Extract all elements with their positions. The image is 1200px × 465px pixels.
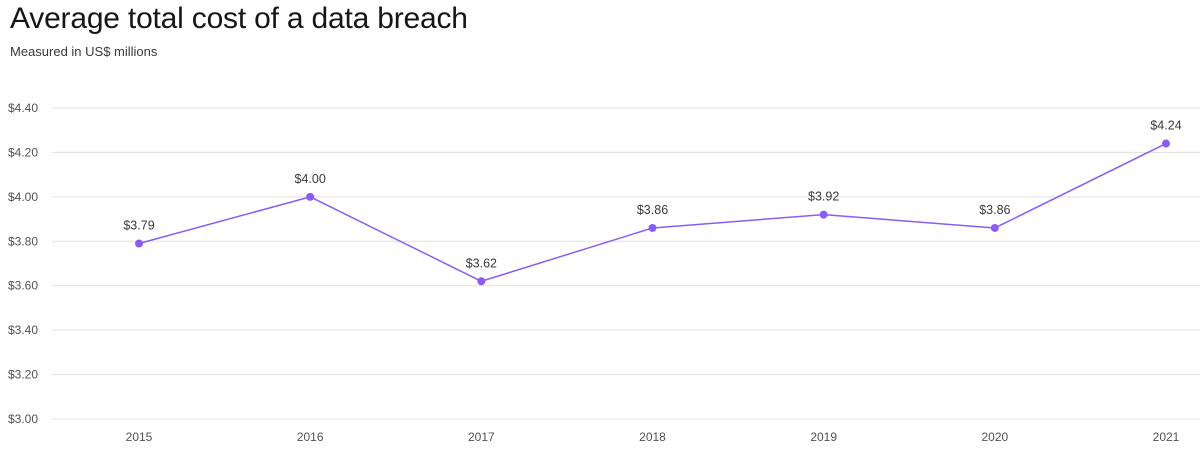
x-tick-label: 2018	[639, 430, 666, 444]
data-point	[1162, 139, 1170, 148]
x-tick-label: 2015	[126, 430, 153, 444]
y-tick-label: $4.00	[8, 190, 38, 204]
x-tick-label: 2017	[468, 430, 495, 444]
data-label: $3.62	[466, 256, 497, 270]
data-point	[306, 192, 315, 201]
y-axis-ticks: $3.00 $3.20 $3.40 $3.60 $3.80 $4.00 $4.20 $4.40	[8, 101, 38, 426]
data-label: $4.24	[1150, 119, 1181, 133]
chart-subtitle: Measured in US$ millions	[10, 44, 158, 59]
data-label: $3.86	[979, 203, 1010, 217]
y-tick-label: $3.80	[8, 234, 38, 248]
data-label: $4.00	[295, 172, 326, 186]
grid-lines	[52, 107, 1200, 420]
y-tick-label: $4.20	[8, 145, 38, 159]
data-label: $3.79	[123, 219, 154, 233]
y-tick-label: $3.20	[8, 368, 38, 382]
x-tick-label: 2019	[810, 430, 837, 444]
x-axis-ticks: 2015 2016 2017 2018 2019 2020 2021	[126, 430, 1180, 444]
data-points	[135, 139, 1170, 286]
x-tick-label: 2016	[297, 430, 324, 444]
chart-title: Average total cost of a data breach	[10, 2, 468, 35]
data-label: $3.92	[808, 190, 839, 204]
data-point	[819, 210, 828, 219]
data-point	[135, 239, 143, 248]
x-tick-label: 2021	[1153, 430, 1180, 444]
y-tick-label: $3.60	[8, 279, 38, 293]
y-tick-label: $4.40	[8, 101, 38, 115]
x-tick-label: 2020	[981, 430, 1008, 444]
data-point	[990, 223, 999, 232]
y-tick-label: $3.40	[8, 323, 38, 337]
data-point	[648, 223, 657, 232]
data-point	[477, 277, 486, 286]
data-label: $3.86	[637, 203, 668, 217]
data-labels: $3.79 $4.00 $3.62 $3.86 $3.92 $3.86 $4.24	[123, 119, 1181, 271]
y-tick-label: $3.00	[8, 412, 38, 426]
